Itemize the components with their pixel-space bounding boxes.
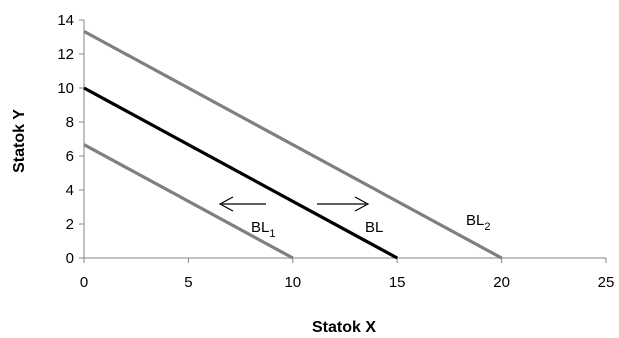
y-axis: 0 2 4 6 8 10 12 14 <box>57 12 85 267</box>
x-tick-label: 5 <box>184 274 192 291</box>
series-line-bl <box>83 86 398 260</box>
x-tick-label: 20 <box>493 274 510 291</box>
series-line-bl2 <box>83 29 503 260</box>
y-tick-label: 10 <box>57 80 74 97</box>
series-label-bl1: BL1 <box>251 219 275 240</box>
y-tick-label: 2 <box>66 216 74 233</box>
series-label-bl2: BL2 <box>466 212 490 233</box>
x-tick-label: 10 <box>284 274 301 291</box>
y-tick-label: 12 <box>57 46 74 63</box>
shift-arrows <box>218 196 370 212</box>
series-label-bl: BL <box>365 219 383 236</box>
x-tick-label: 0 <box>80 274 88 291</box>
y-tick-label: 8 <box>66 114 74 131</box>
y-tick-label: 0 <box>66 250 74 267</box>
x-tick-label: 25 <box>598 274 615 291</box>
left-arrow-head <box>218 196 234 212</box>
x-axis: 0 5 10 15 20 25 <box>80 257 615 291</box>
x-axis-title: Statok X <box>312 319 376 336</box>
y-tick-label: 14 <box>57 12 74 29</box>
right-arrow-head <box>354 196 370 212</box>
x-tick-label: 15 <box>389 274 406 291</box>
series-labels: BL1 BL BL2 <box>251 212 490 240</box>
y-tick-label: 6 <box>66 148 74 165</box>
y-tick-label: 4 <box>66 182 74 199</box>
y-axis-title: Statok Y <box>11 109 28 173</box>
series-line-bl1 <box>83 143 294 260</box>
series-lines <box>83 29 503 260</box>
